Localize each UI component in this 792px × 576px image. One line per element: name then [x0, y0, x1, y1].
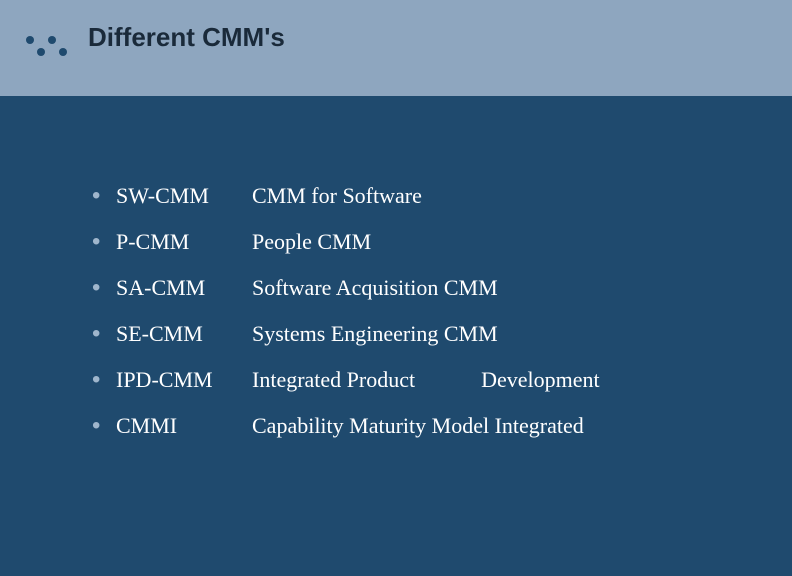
- content-list: •SW-CMMCMM for Software•P-CMMPeople CMM•…: [92, 183, 702, 459]
- item-desc-extra: Development: [481, 367, 600, 393]
- bullet-icon: •: [92, 230, 116, 254]
- item-abbr: SA-CMM: [116, 275, 252, 301]
- item-desc: Systems Engineering CMM: [252, 321, 702, 347]
- list-item: •CMMICapability Maturity Model Integrate…: [92, 413, 702, 459]
- list-item: •SA-CMMSoftware Acquisition CMM: [92, 275, 702, 321]
- item-desc: Capability Maturity Model Integrated: [252, 413, 702, 439]
- item-abbr: SE-CMM: [116, 321, 252, 347]
- item-abbr: CMMI: [116, 413, 252, 439]
- item-desc: Integrated Product: [252, 367, 415, 393]
- list-item: •IPD-CMMIntegrated Product Development: [92, 367, 702, 413]
- bullet-icon: •: [92, 414, 116, 438]
- slide-title: Different CMM's: [88, 22, 285, 53]
- logo-dots-icon: [20, 30, 80, 70]
- bullet-icon: •: [92, 322, 116, 346]
- list-item: •P-CMMPeople CMM: [92, 229, 702, 275]
- item-abbr: SW-CMM: [116, 183, 252, 209]
- list-item: •SE-CMMSystems Engineering CMM: [92, 321, 702, 367]
- item-abbr: P-CMM: [116, 229, 252, 255]
- bullet-icon: •: [92, 368, 116, 392]
- item-desc: CMM for Software: [252, 183, 702, 209]
- item-desc: People CMM: [252, 229, 702, 255]
- item-abbr: IPD-CMM: [116, 367, 252, 393]
- item-desc: Software Acquisition CMM: [252, 275, 702, 301]
- list-item: •SW-CMMCMM for Software: [92, 183, 702, 229]
- bullet-icon: •: [92, 184, 116, 208]
- bullet-icon: •: [92, 276, 116, 300]
